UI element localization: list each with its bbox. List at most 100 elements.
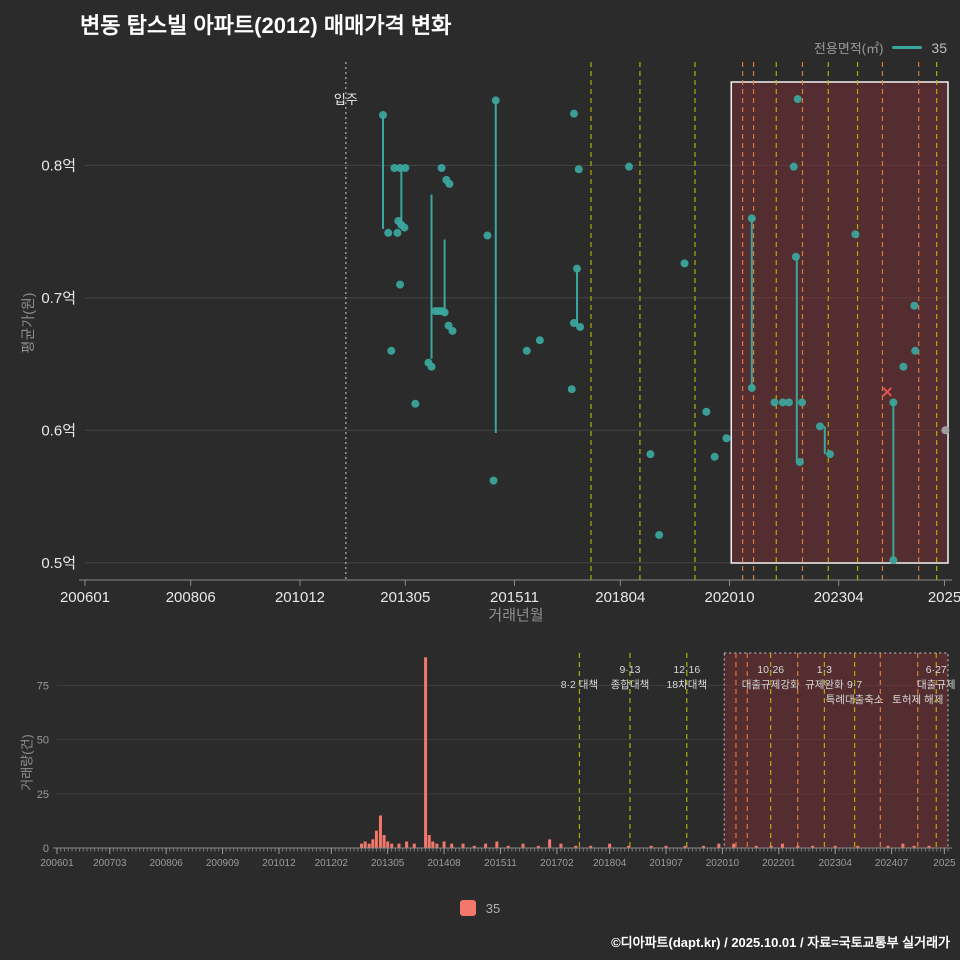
price-point[interactable] (702, 407, 711, 416)
price-point[interactable] (910, 301, 919, 310)
volume-bar[interactable] (664, 845, 668, 848)
price-point[interactable] (680, 259, 689, 268)
volume-bar[interactable] (412, 843, 416, 848)
volume-bar[interactable] (360, 843, 364, 848)
volume-bar[interactable] (796, 845, 800, 848)
volume-bar[interactable] (472, 845, 476, 848)
volume-bar[interactable] (589, 845, 593, 848)
volume-bar[interactable] (397, 843, 401, 848)
volume-bar[interactable] (608, 843, 612, 848)
volume-bar[interactable] (548, 839, 552, 848)
volume-bar[interactable] (833, 845, 837, 848)
area-legend[interactable]: 전용면적(㎡) 35 (814, 38, 947, 57)
price-point[interactable] (411, 399, 420, 408)
price-point[interactable] (646, 450, 655, 459)
price-point[interactable] (625, 162, 634, 171)
volume-bar[interactable] (450, 843, 454, 848)
price-point[interactable] (793, 95, 802, 104)
volume-bar[interactable] (886, 845, 890, 848)
volume-bar[interactable] (521, 843, 525, 848)
other-area-point[interactable] (941, 426, 950, 435)
price-point[interactable] (440, 308, 449, 317)
price-point[interactable] (747, 214, 756, 223)
price-point[interactable] (427, 362, 436, 371)
volume-bar[interactable] (649, 845, 653, 848)
volume-bar[interactable] (374, 830, 378, 848)
volume-bar[interactable] (363, 841, 367, 849)
price-point[interactable] (784, 398, 793, 407)
volume-bar[interactable] (683, 845, 687, 848)
price-point[interactable] (491, 96, 500, 105)
price-point[interactable] (574, 165, 583, 174)
price-point[interactable] (851, 230, 860, 239)
price-point[interactable] (522, 346, 531, 355)
price-point[interactable] (778, 398, 787, 407)
volume-bar[interactable] (390, 843, 394, 848)
price-point[interactable] (889, 398, 898, 407)
price-point[interactable] (791, 252, 800, 261)
volume-bar[interactable] (811, 845, 815, 848)
volume-bar[interactable] (382, 835, 386, 848)
volume-bar[interactable] (495, 841, 499, 849)
price-point[interactable] (384, 228, 393, 237)
volume-bar[interactable] (754, 845, 758, 848)
volume-bar[interactable] (574, 845, 578, 848)
volume-bar[interactable] (378, 815, 382, 849)
volume-bar[interactable] (780, 843, 784, 848)
price-point[interactable] (569, 109, 578, 118)
volume-bar[interactable] (424, 657, 428, 848)
price-point[interactable] (390, 163, 399, 172)
volume-bar[interactable] (627, 845, 631, 848)
price-point[interactable] (401, 163, 410, 172)
canceled-deal-marker[interactable] (882, 387, 892, 397)
price-point[interactable] (396, 280, 405, 289)
price-point[interactable] (655, 530, 664, 539)
price-point[interactable] (722, 434, 731, 443)
volume-bar[interactable] (405, 841, 409, 849)
price-point[interactable] (379, 110, 388, 119)
price-point[interactable] (567, 385, 576, 394)
volume-bar[interactable] (427, 835, 431, 848)
volume-bar[interactable] (769, 845, 773, 848)
price-point[interactable] (576, 322, 585, 331)
volume-bar[interactable] (717, 843, 721, 848)
volume-bar[interactable] (484, 843, 488, 848)
price-point[interactable] (815, 422, 824, 431)
price-point[interactable] (747, 383, 756, 392)
price-point[interactable] (826, 450, 835, 459)
price-point[interactable] (573, 264, 582, 273)
volume-bar[interactable] (536, 845, 540, 848)
price-point[interactable] (393, 228, 402, 237)
price-point[interactable] (795, 458, 804, 467)
price-point[interactable] (710, 452, 719, 461)
price-point[interactable] (889, 556, 898, 565)
price-point[interactable] (789, 162, 798, 171)
price-point[interactable] (448, 326, 457, 335)
volume-bar[interactable] (371, 839, 375, 848)
volume-bar[interactable] (386, 841, 390, 849)
price-point[interactable] (770, 398, 779, 407)
volume-bar[interactable] (559, 843, 563, 848)
volume-bar[interactable] (431, 841, 435, 849)
price-point[interactable] (489, 476, 498, 485)
price-point[interactable] (911, 346, 920, 355)
volume-bar[interactable] (901, 843, 905, 848)
price-point[interactable] (400, 223, 409, 232)
price-point[interactable] (387, 346, 396, 355)
volume-bar[interactable] (367, 843, 371, 848)
price-point[interactable] (437, 163, 446, 172)
price-point[interactable] (445, 179, 454, 188)
volume-bar[interactable] (442, 841, 446, 849)
volume-bar[interactable] (506, 845, 510, 848)
volume-bar[interactable] (461, 843, 465, 848)
price-point[interactable] (899, 362, 908, 371)
volume-legend[interactable]: 35 (0, 900, 960, 916)
volume-bar[interactable] (856, 845, 860, 848)
volume-bar[interactable] (912, 845, 916, 848)
volume-bar[interactable] (732, 843, 736, 848)
volume-bar[interactable] (927, 845, 931, 848)
volume-bar[interactable] (701, 845, 705, 848)
price-point[interactable] (798, 398, 807, 407)
price-point[interactable] (483, 231, 492, 240)
price-point[interactable] (535, 336, 544, 345)
